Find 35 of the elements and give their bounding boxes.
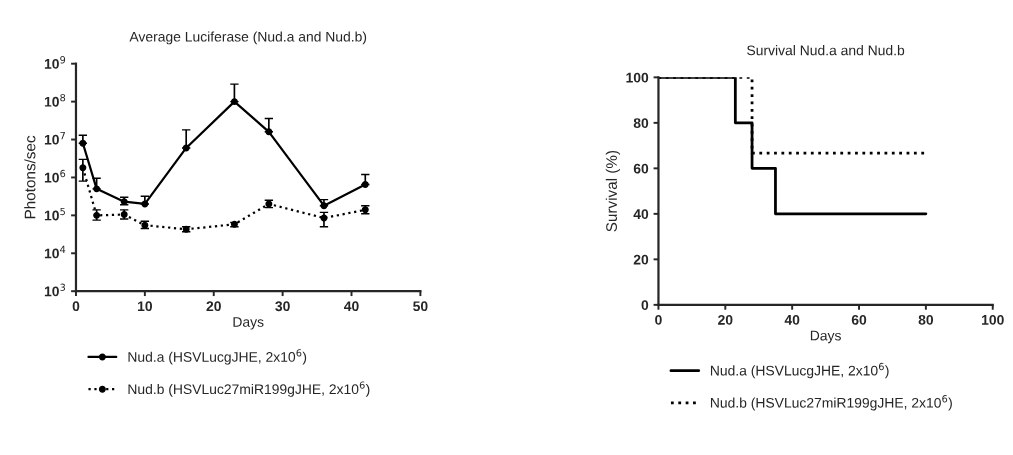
x-tick-label: 30	[275, 301, 290, 312]
y-tick-label: 100	[626, 72, 649, 83]
x-tick-label: 50	[413, 301, 428, 312]
x-tick-label: 40	[344, 301, 359, 312]
y-tick-label: 80	[633, 118, 649, 129]
y-tick-label: 10$^{6}$	[44, 169, 66, 183]
y-tick-label: 10$^{4}$	[44, 245, 66, 259]
chart-title: Survival Nud.a and Nud.b	[747, 45, 905, 56]
x-tick-label: 40	[784, 314, 800, 325]
x-tick-label: 60	[851, 314, 867, 325]
x-tick-label: 20	[206, 301, 221, 312]
y-tick-label: 10$^{5}$	[44, 207, 65, 221]
x-tick-label: 100	[982, 314, 1004, 325]
legend-label: Nud.b (HSVLuc27miR199gJHE, 2x10$^{6}$)	[710, 395, 952, 411]
x-tick-label: 0	[655, 314, 662, 325]
x-tick-label: 20	[718, 314, 733, 325]
x-axis-title: Days	[810, 330, 841, 344]
y-tick-label: 20	[633, 254, 649, 265]
x-tick-label: 0	[72, 301, 80, 312]
legend-label: Nud.b (HSVLuc27miR199gJHE, 2x10$^{6}$)	[128, 381, 370, 397]
y-axis-title: Survival (%)	[605, 150, 620, 232]
y-tick-label: 40	[633, 209, 649, 220]
y-tick-label: 10$^{7}$	[44, 132, 65, 145]
chart-title: Average Luciferase (Nud.a and Nud.b)	[129, 31, 367, 45]
y-tick-label: 10$^{9}$	[44, 56, 66, 69]
legend-label: Nud.a (HSVLucgJHE, 2x10$^{6}$)	[128, 349, 307, 365]
y-axis-title: Photons/sec	[24, 135, 36, 219]
x-tick-label: 10	[138, 301, 153, 312]
y-tick-label: 10$^{8}$	[44, 94, 66, 107]
point	[79, 164, 87, 172]
x-axis-title: Days	[233, 317, 264, 330]
legend-label: Nud.a (HSVLucgJHE, 2x10$^{6}$)	[710, 362, 889, 379]
y-tick-label: 60	[633, 163, 649, 174]
x-tick-label: 80	[918, 314, 934, 325]
y-tick-label: 10$^{3}$	[44, 283, 66, 297]
